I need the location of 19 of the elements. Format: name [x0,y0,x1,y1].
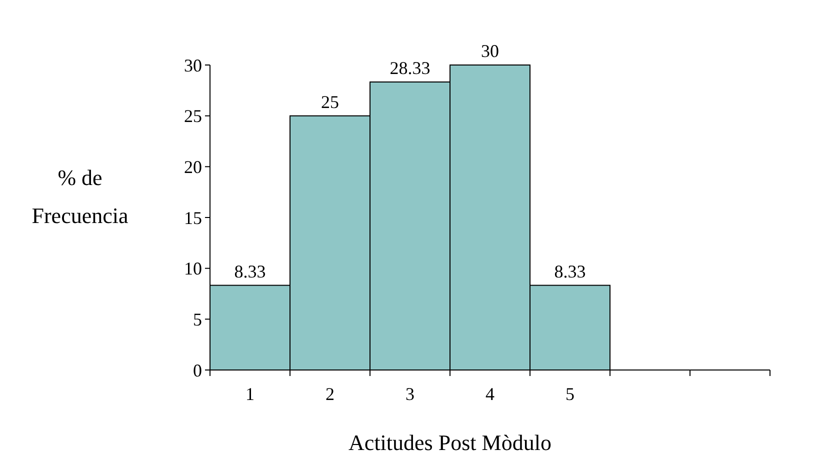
x-tick-label: 3 [406,384,414,404]
y-tick-label: 5 [193,309,202,330]
x-tick-label: 2 [326,384,334,404]
x-axis-title: Actitudes Post Mòdulo [348,430,552,455]
data-label: 25 [321,92,339,112]
y-tick-label: 30 [184,55,202,76]
y-tick-label: 15 [184,208,202,228]
x-tick-label: 5 [566,384,574,404]
data-label: 30 [481,41,499,61]
y-axis-title: % de Frecuencia [32,165,128,228]
y-tick-label: 0 [193,360,202,380]
data-label: 8.33 [554,261,586,282]
y-tick-label: 10 [184,258,202,279]
y-tick-label: 20 [184,156,202,177]
x-tick-label: 1 [246,384,254,404]
x-tick-label: 4 [486,384,494,404]
data-label: 8.33 [234,261,266,282]
data-label: 28.33 [390,58,430,78]
y-tick-label: 25 [184,106,202,126]
